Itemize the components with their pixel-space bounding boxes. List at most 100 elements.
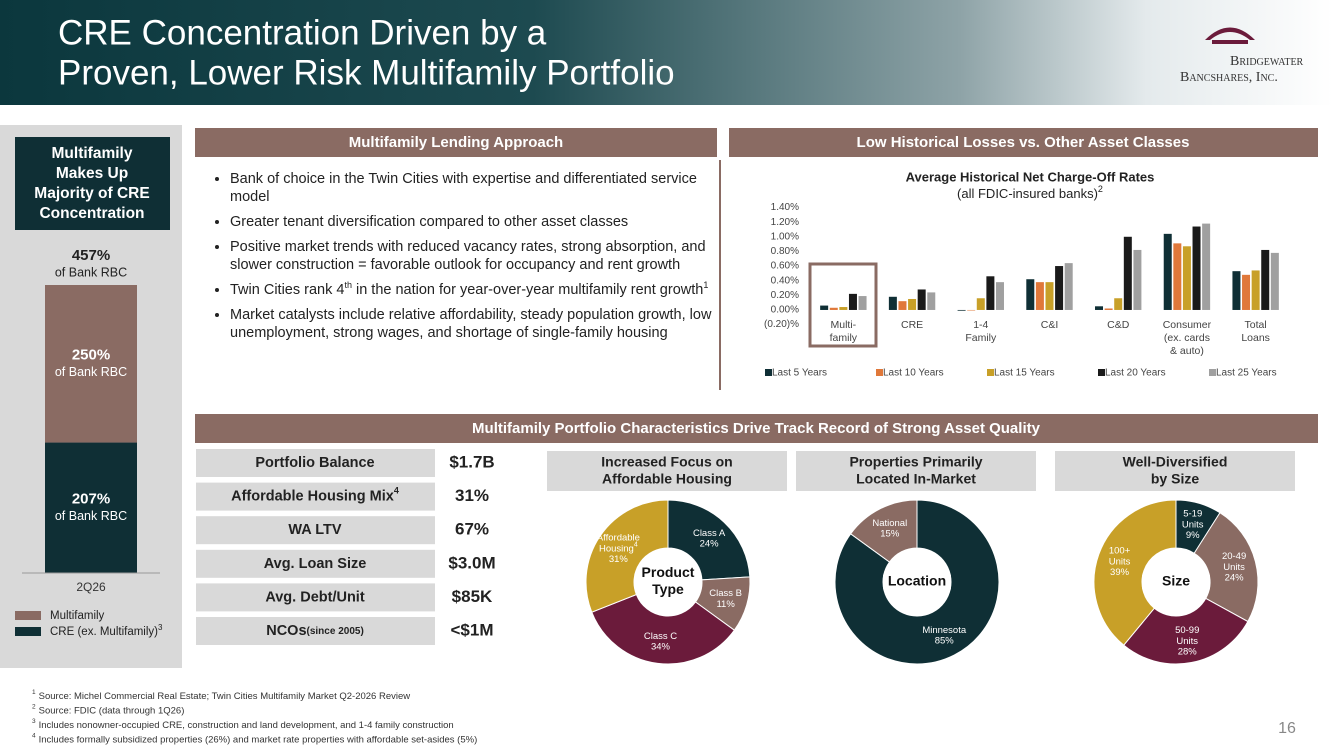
label-text: Affordable Housing Mix [231,488,394,504]
slice-label: National [872,518,907,529]
slice-name: Housing [599,543,634,554]
slice-label: Units [1223,562,1245,573]
header-band [0,0,1333,105]
table-label: Affordable Housing Mix4 [231,486,399,504]
legend-text: CRE (ex. Multifamily) [50,626,158,638]
bar [927,292,936,310]
bullet-text: Positive market trends with reduced vaca… [230,239,706,273]
x-tick-label: family [830,332,858,344]
slice-label: 5-19 [1183,508,1202,519]
slice-label: Minnesota [922,624,967,635]
x-tick-label: Family [965,332,997,344]
bar [1026,279,1035,310]
x-tick-label: & auto) [1170,345,1204,357]
slice-value: 9% [1186,530,1200,541]
table-value: $85K [452,587,493,606]
bar [1163,233,1172,310]
section-heading [195,414,1318,443]
superscript: 1 [703,280,709,291]
value-label: 250% [72,347,110,364]
bullet-text: Twin Cities rank 4 [230,282,345,298]
footnote: 2 Source: FDIC (data through 1Q26) [32,704,184,716]
legend-label: Last 20 Years [1105,368,1166,379]
chart-title: Average Historical Net Charge-Off Rates [906,169,1155,184]
pie-heading-box [547,451,787,491]
y-tick-label: 0.00% [771,305,799,316]
bar [1251,270,1260,310]
slice-name: Class A [693,527,726,538]
slice-name: Class C [644,631,677,642]
superscript: 2 [1098,184,1103,194]
bullet: Greater tenant diversification compared … [230,213,725,231]
segment-caption: of Bank RBC [55,365,127,379]
legend-swatch [765,369,772,376]
legend-swatch [1209,369,1216,376]
bar [858,296,867,310]
bar [1035,282,1044,310]
slice-label: 20-49 [1222,551,1246,562]
slice-value: 24% [1225,573,1245,584]
bullet-text: Market catalysts include relative afford… [230,307,712,341]
section-heading [195,128,717,157]
table-label-box [196,482,435,511]
footnote: 3 Includes nonowner-occupied CRE, constru… [32,718,454,730]
slice-label: Class A [693,527,726,538]
slice-label: Units [1176,635,1198,646]
label-text: NCOs [266,623,306,639]
slice-name: Units [1109,556,1131,567]
slice-name: Units [1223,562,1245,573]
footnote: 4 Includes formally subsidized properties… [32,733,477,745]
bar [1192,226,1201,310]
bar [1202,223,1211,310]
x-tick-label: Multi- [831,319,857,331]
table-label: NCOs(since 2005) [266,623,364,639]
slice-value: 31% [609,554,629,565]
bar [820,305,829,310]
footnote-mark: 2 [32,704,36,711]
legend-swatch [876,369,883,376]
table-value: $1.7B [449,452,494,471]
y-tick-label: 1.40% [771,202,799,213]
table-label: Portfolio Balance [255,455,374,471]
slice-name: 20-49 [1222,551,1246,562]
total-label: 457% [72,247,110,264]
y-tick-label: 0.20% [771,290,799,301]
y-tick-label: 1.00% [771,231,799,242]
legend-swatch [987,369,994,376]
label-text: Avg. Loan Size [264,556,367,572]
bar [1232,271,1241,310]
bar [917,289,926,310]
bar [1182,246,1191,310]
bullet-text: Greater tenant diversification compared … [230,214,629,230]
slice-value: 11% [716,599,735,610]
subtitle-text: (all FDIC-insured banks) [957,186,1098,201]
slice-value: 39% [1110,567,1130,578]
slice-label: Units [1109,556,1131,567]
footnote-text: Includes nonowner-occupied CRE, construc… [39,720,454,731]
logo-text: Bancshares, Inc. [1180,70,1278,85]
panel-heading: Concentration [39,205,144,222]
superscript: 4 [634,542,638,549]
bar [908,298,917,310]
bar [967,309,976,311]
footnote-mark: 3 [32,718,36,725]
segment-caption: of Bank RBC [55,509,127,523]
slice-name: 100+ [1109,545,1131,556]
section-heading-text: Multifamily Portfolio Characteristics Dr… [472,420,1041,437]
footnote-text: Includes formally subsidized properties … [39,734,478,745]
slice-name: 50-99 [1175,624,1199,635]
legend-swatch [15,611,41,620]
table-label-box [196,583,435,612]
table-label: Avg. Loan Size [264,556,367,572]
bar [1242,274,1251,310]
table-label-box [196,516,435,545]
title-line: Proven, Lower Risk Multifamily Portfolio [58,53,675,92]
logo: Bridgewater Bancshares, Inc. [1180,27,1304,85]
slice-name: 5-19 [1183,508,1202,519]
pie-heading: Well-Diversified [1123,454,1228,470]
bar [957,309,966,311]
slice-value: 85% [935,635,955,646]
footnote-mark: 4 [32,733,36,740]
center-label-box [638,562,698,602]
table-value: $3.0M [448,553,495,572]
